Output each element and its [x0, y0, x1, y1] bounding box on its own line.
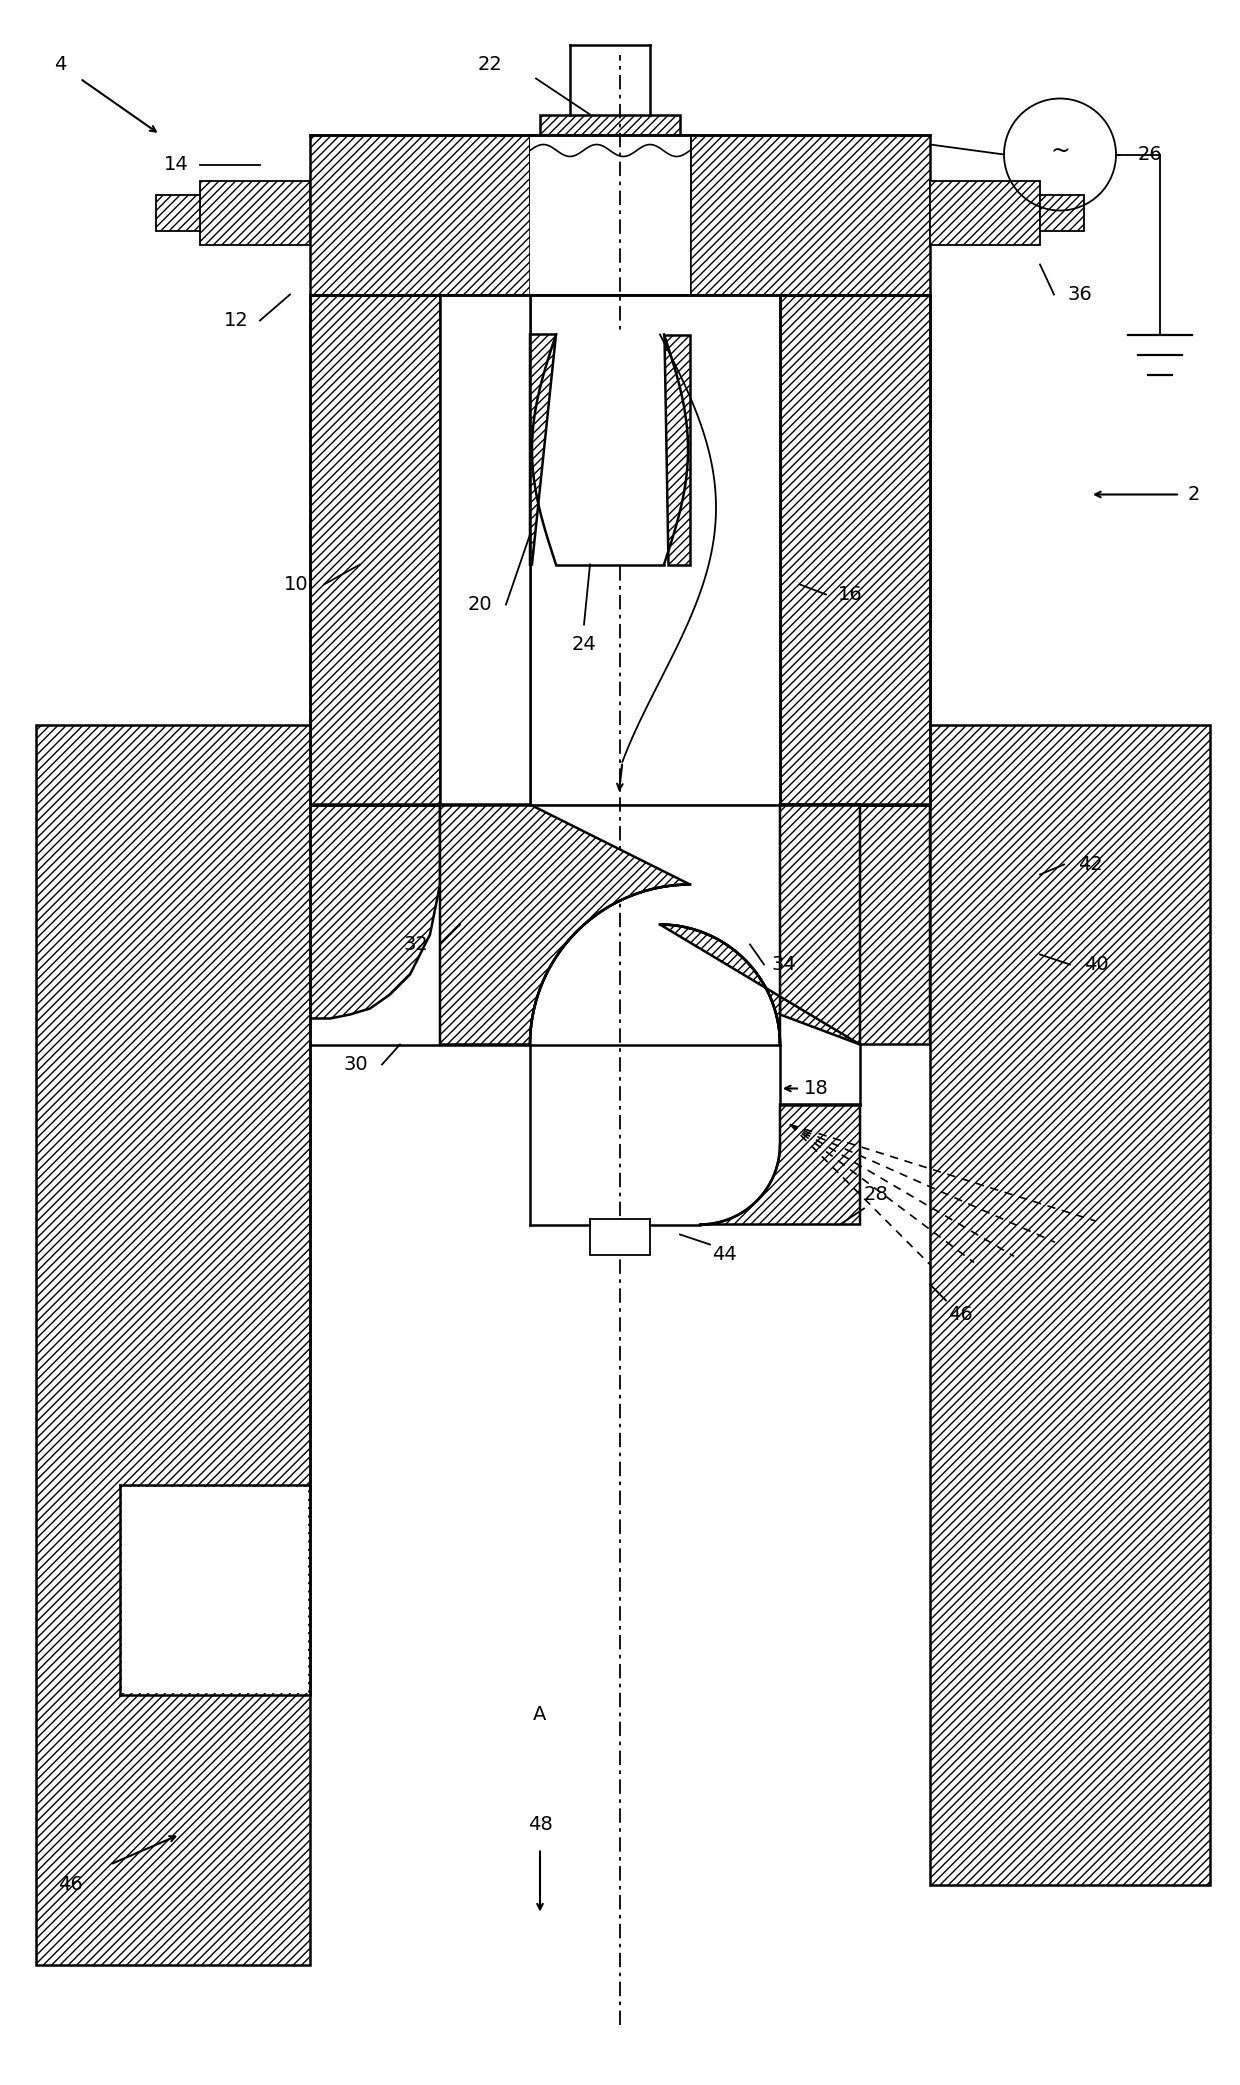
- Polygon shape: [689, 136, 930, 294]
- Polygon shape: [310, 805, 440, 1017]
- Text: 4: 4: [53, 54, 66, 73]
- Text: 18: 18: [804, 1080, 828, 1099]
- Polygon shape: [930, 723, 1210, 1885]
- Polygon shape: [122, 1487, 308, 1693]
- Polygon shape: [529, 805, 780, 1045]
- Text: 10: 10: [284, 575, 309, 594]
- Text: 40: 40: [1084, 955, 1109, 974]
- Text: A: A: [533, 1706, 547, 1724]
- Text: 42: 42: [1078, 855, 1102, 874]
- Text: 20: 20: [467, 594, 492, 613]
- Polygon shape: [529, 169, 689, 204]
- Text: 24: 24: [572, 636, 596, 655]
- Text: 22: 22: [477, 54, 502, 73]
- Polygon shape: [529, 1045, 780, 1224]
- Polygon shape: [529, 136, 689, 294]
- Text: 32: 32: [404, 934, 428, 955]
- Text: 14: 14: [164, 154, 188, 173]
- Text: 2: 2: [1188, 486, 1200, 505]
- Polygon shape: [532, 334, 688, 565]
- Polygon shape: [1040, 194, 1084, 231]
- Polygon shape: [689, 294, 780, 805]
- Text: ~: ~: [1050, 138, 1070, 163]
- Polygon shape: [590, 1218, 650, 1255]
- Polygon shape: [440, 805, 689, 1045]
- Polygon shape: [36, 723, 310, 1964]
- Text: 34: 34: [771, 955, 796, 974]
- Text: 12: 12: [223, 311, 248, 329]
- Polygon shape: [572, 204, 649, 294]
- Polygon shape: [310, 136, 529, 294]
- Polygon shape: [529, 136, 600, 169]
- Bar: [529, 294, 689, 805]
- Polygon shape: [780, 294, 930, 805]
- Text: 36: 36: [1068, 286, 1092, 304]
- Bar: [529, 294, 780, 805]
- Text: 46: 46: [947, 1305, 972, 1324]
- Polygon shape: [440, 294, 529, 805]
- Text: 44: 44: [712, 1245, 737, 1264]
- Polygon shape: [660, 805, 861, 1045]
- Polygon shape: [529, 334, 556, 565]
- Polygon shape: [156, 194, 200, 231]
- Text: 48: 48: [528, 1816, 552, 1835]
- Bar: [529, 294, 689, 334]
- Polygon shape: [310, 294, 440, 805]
- Text: 28: 28: [863, 1184, 888, 1203]
- Text: 46: 46: [57, 1874, 82, 1893]
- Polygon shape: [539, 115, 680, 148]
- Polygon shape: [701, 1105, 861, 1224]
- Bar: [440, 294, 529, 805]
- Text: 30: 30: [343, 1055, 368, 1074]
- Polygon shape: [780, 805, 930, 1045]
- Polygon shape: [930, 181, 1040, 244]
- Text: 16: 16: [838, 586, 862, 605]
- Polygon shape: [200, 181, 310, 244]
- Polygon shape: [620, 136, 689, 169]
- Polygon shape: [663, 334, 689, 565]
- Text: 26: 26: [1137, 146, 1162, 165]
